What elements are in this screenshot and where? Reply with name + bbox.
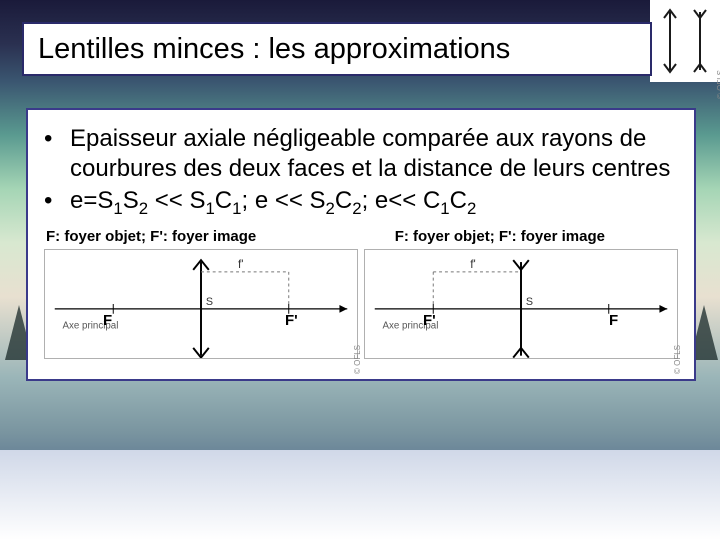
- title-box: Lentilles minces : les approximations: [22, 22, 652, 76]
- Fprime-label-left: F': [285, 312, 298, 329]
- diagram-divergent: S f' Axe principal F' F © OFLS: [364, 249, 678, 359]
- diagram-convergent: S f' Axe principal F F' © OFLS: [44, 249, 358, 359]
- divergent-lens-icon: [689, 6, 711, 76]
- header-lens-icons: © OFLS: [650, 0, 720, 82]
- convergent-lens-icon: [659, 6, 681, 76]
- caption-left: F: foyer objet; F': foyer image: [44, 228, 393, 245]
- caption-right: F: foyer objet; F': foyer image: [393, 228, 678, 245]
- bullet-text-2: e=S1S2 << S1C1; e << S2C2; e<< C1C2: [70, 186, 678, 220]
- header-copyright: © OFLS: [716, 70, 720, 99]
- Fprime-label-right: F': [423, 312, 436, 329]
- bullet-text-1: Epaisseur axiale négligeable comparée au…: [70, 124, 678, 184]
- background-ground: [0, 450, 720, 540]
- bullet-marker: •: [44, 186, 70, 220]
- caption-row: F: foyer objet; F': foyer image F: foyer…: [44, 228, 678, 245]
- content-box: • Epaisseur axiale négligeable comparée …: [26, 108, 696, 381]
- diagram-right-copyright: © OFLS: [673, 345, 682, 374]
- bullet-item: • e=S1S2 << S1C1; e << S2C2; e<< C1C2: [44, 186, 678, 220]
- divergent-svg: S f' Axe principal: [365, 250, 677, 358]
- diagram-left-copyright: © OFLS: [353, 345, 362, 374]
- svg-text:S: S: [206, 296, 213, 308]
- diagram-row: S f' Axe principal F F' © OFLS: [44, 249, 678, 359]
- convergent-svg: S f' Axe principal: [45, 250, 357, 358]
- F-label-left: F: [103, 312, 112, 329]
- bullet-item: • Epaisseur axiale négligeable comparée …: [44, 124, 678, 184]
- svg-text:f': f': [470, 258, 475, 271]
- svg-text:S: S: [526, 296, 533, 308]
- svg-text:f': f': [238, 258, 243, 271]
- F-label-right: F: [609, 312, 618, 329]
- bullet-list: • Epaisseur axiale négligeable comparée …: [44, 124, 678, 220]
- bullet-marker: •: [44, 124, 70, 184]
- slide-title: Lentilles minces : les approximations: [38, 33, 510, 66]
